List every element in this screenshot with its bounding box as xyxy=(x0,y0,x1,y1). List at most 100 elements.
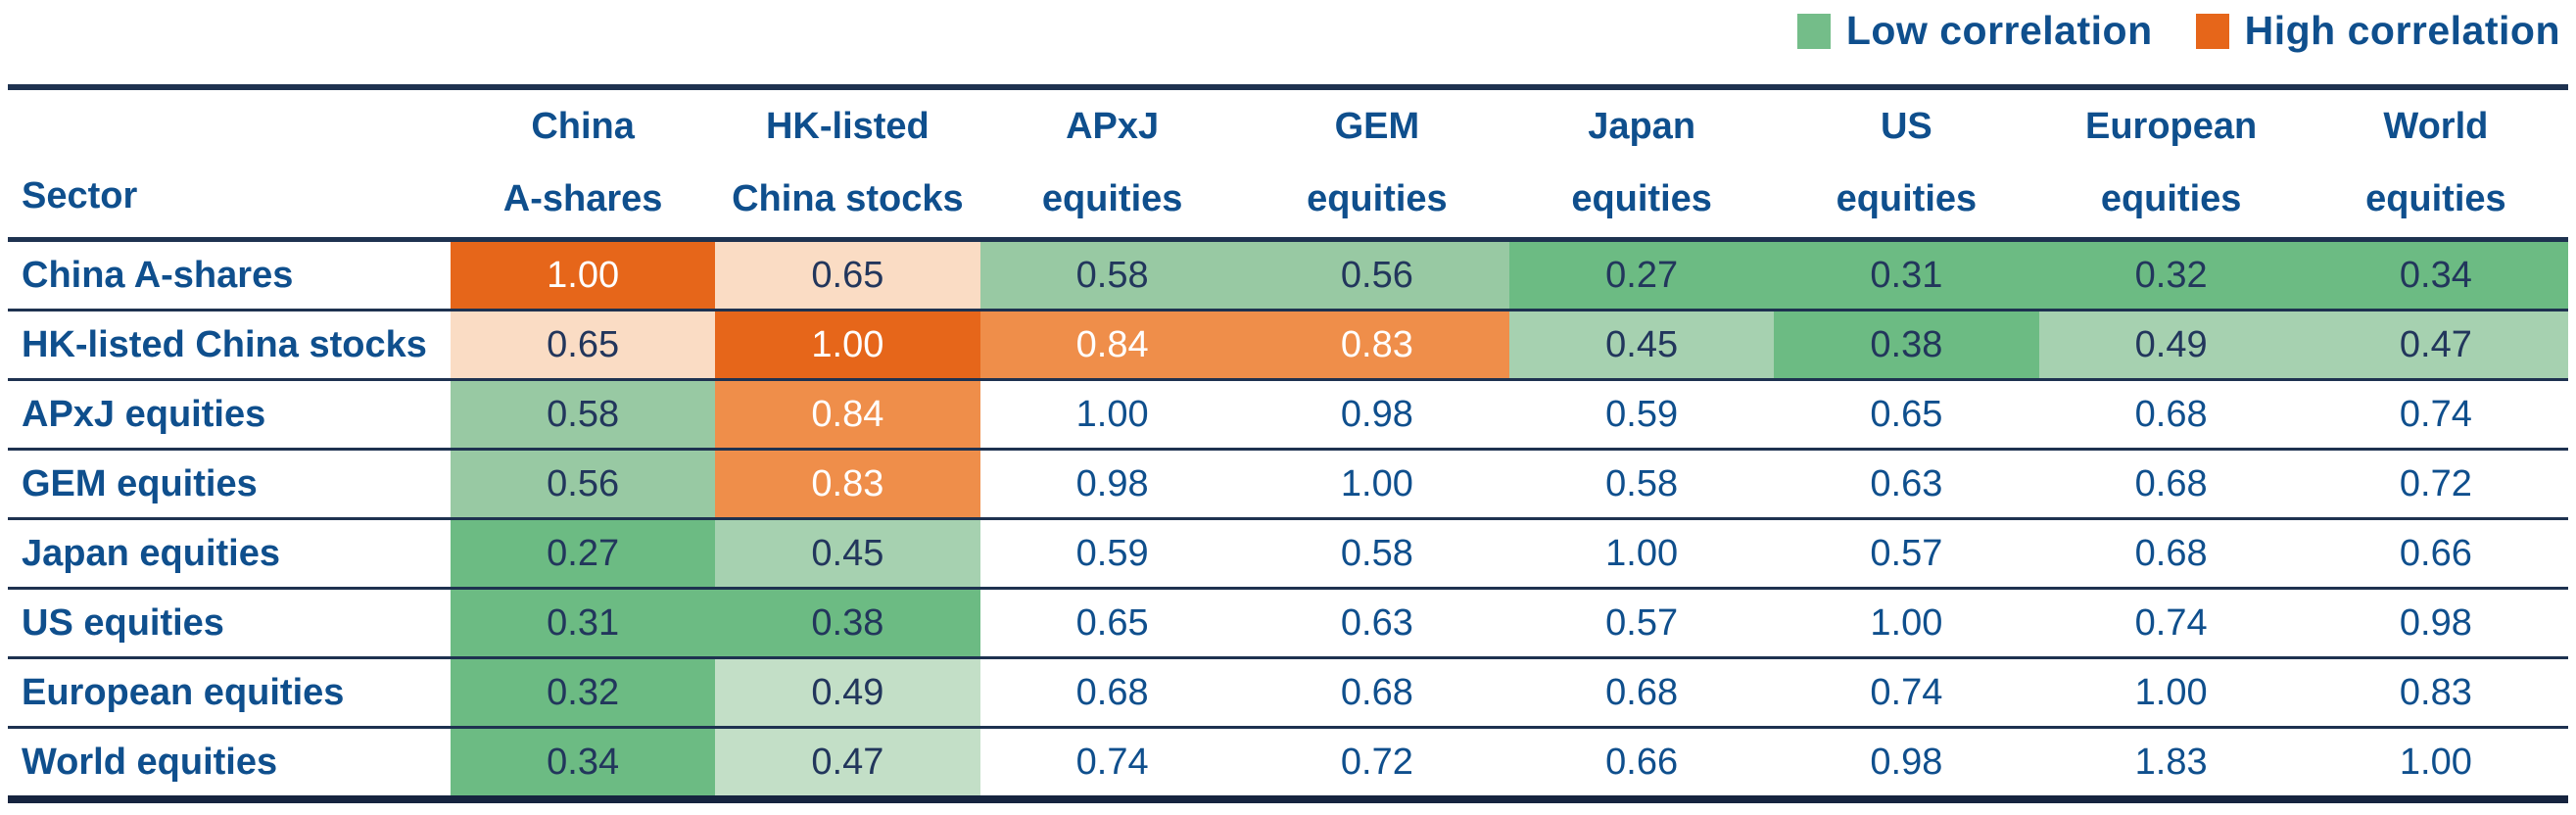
correlation-matrix-table: Sector China A-shares HK-listed China stocks… xyxy=(8,84,2568,803)
high-correlation-swatch-icon xyxy=(2195,13,2229,49)
matrix-cell: 1.00 xyxy=(2038,657,2304,729)
matrix-cell: 0.31 xyxy=(451,588,716,659)
matrix-cell: 1.00 xyxy=(2303,727,2568,803)
column-header-line1: APxJ xyxy=(1066,106,1160,147)
column-header-line2: China stocks xyxy=(732,178,964,219)
matrix-cell: 0.65 xyxy=(451,310,716,381)
legend: Low correlation High correlation xyxy=(1796,8,2560,54)
matrix-cell: 0.84 xyxy=(715,379,980,451)
matrix-cell: 0.34 xyxy=(2303,239,2568,312)
row-label: European equities xyxy=(8,657,451,729)
column-header-china-a-shares: China A-shares xyxy=(451,84,716,242)
matrix-cell: 0.27 xyxy=(1509,239,1775,312)
matrix-cell: 0.38 xyxy=(715,588,980,659)
table-row-european-equities: European equities 0.32 0.49 0.68 0.68 0.68 0.7… xyxy=(8,657,2568,729)
matrix-cell: 0.27 xyxy=(451,518,716,590)
matrix-cell: 0.57 xyxy=(1774,518,2039,590)
row-label: HK-listed China stocks xyxy=(8,310,451,381)
matrix-cell: 0.31 xyxy=(1774,239,2039,312)
matrix-cell: 0.98 xyxy=(1244,379,1509,451)
matrix-cell: 0.68 xyxy=(979,657,1245,729)
column-header-line1: US xyxy=(1880,106,1932,147)
table-row-japan-equities: Japan equities 0.27 0.45 0.59 0.58 1.00 0.57 0.… xyxy=(8,518,2568,590)
matrix-cell: 1.83 xyxy=(2038,727,2304,803)
header-row: Sector China A-shares HK-listed China stocks… xyxy=(8,84,2568,242)
matrix-cell: 0.59 xyxy=(1509,379,1775,451)
matrix-cell: 0.32 xyxy=(451,657,716,729)
column-header-line1: World xyxy=(2383,106,2489,147)
column-header-line1: GEM xyxy=(1334,106,1420,147)
matrix-cell: 0.45 xyxy=(715,518,980,590)
column-header-gem-equities: GEM equities xyxy=(1244,84,1509,242)
matrix-cell: 0.65 xyxy=(715,239,980,312)
column-header-line1: China xyxy=(531,106,635,147)
legend-high-label: High correlation xyxy=(2244,8,2560,53)
column-header-line2: equities xyxy=(1836,178,1978,219)
column-header-apxj-equities: APxJ equities xyxy=(979,84,1245,242)
matrix-cell: 0.83 xyxy=(715,449,980,520)
matrix-cell: 0.84 xyxy=(979,310,1245,381)
row-label: GEM equities xyxy=(8,449,451,520)
column-header-line2: equities xyxy=(1041,178,1183,219)
matrix-cell: 0.65 xyxy=(1774,379,2039,451)
matrix-cell: 1.00 xyxy=(979,379,1245,451)
matrix-cell: 0.68 xyxy=(1244,657,1509,729)
matrix-cell: 0.74 xyxy=(2303,379,2568,451)
table-row-hk-listed-china-stocks: HK-listed China stocks 0.65 1.00 0.84 0.83 0.… xyxy=(8,310,2568,381)
matrix-cell: 0.56 xyxy=(1244,239,1509,312)
matrix-cell: 0.58 xyxy=(979,239,1245,312)
column-header-line2: equities xyxy=(2365,178,2506,219)
column-header-us-equities: US equities xyxy=(1774,84,2039,242)
matrix-cell: 0.58 xyxy=(1509,449,1775,520)
column-header-line2: equities xyxy=(2100,178,2242,219)
column-header-line1: HK-listed xyxy=(765,106,930,147)
matrix-cell: 0.98 xyxy=(979,449,1245,520)
matrix-cell: 0.72 xyxy=(2303,449,2568,520)
matrix-cell: 0.56 xyxy=(451,449,716,520)
matrix-cell: 0.66 xyxy=(2303,518,2568,590)
table-row-apxj-equities: APxJ equities 0.58 0.84 1.00 0.98 0.59 0.65 0.6… xyxy=(8,379,2568,451)
matrix-cell: 0.98 xyxy=(1774,727,2039,803)
legend-item-high: High correlation xyxy=(2195,8,2560,54)
matrix-cell: 1.00 xyxy=(1244,449,1509,520)
matrix-cell: 0.63 xyxy=(1244,588,1509,659)
column-header-line2: equities xyxy=(1307,178,1448,219)
matrix-cell: 0.83 xyxy=(1244,310,1509,381)
matrix-cell: 0.68 xyxy=(2038,518,2304,590)
matrix-cell: 0.49 xyxy=(715,657,980,729)
matrix-cell: 0.66 xyxy=(1509,727,1775,803)
matrix-cell: 0.59 xyxy=(979,518,1245,590)
column-header-hk-listed-china-stocks: HK-listed China stocks xyxy=(715,84,980,242)
matrix-cell: 0.74 xyxy=(979,727,1245,803)
table-row-china-a-shares: China A-shares 1.00 0.65 0.58 0.56 0.27 0.31 0.… xyxy=(8,239,2568,312)
matrix-cell: 0.47 xyxy=(2303,310,2568,381)
matrix-cell: 0.45 xyxy=(1509,310,1775,381)
matrix-cell: 1.00 xyxy=(451,239,716,312)
matrix-cell: 0.47 xyxy=(715,727,980,803)
column-header-japan-equities: Japan equities xyxy=(1509,84,1775,242)
matrix-cell: 0.72 xyxy=(1244,727,1509,803)
matrix-cell: 1.00 xyxy=(1509,518,1775,590)
column-header-european-equities: European equities xyxy=(2038,84,2304,242)
matrix-cell: 0.58 xyxy=(1244,518,1509,590)
matrix-cell: 0.74 xyxy=(2038,588,2304,659)
matrix-cell: 1.00 xyxy=(1774,588,2039,659)
matrix-cell: 0.34 xyxy=(451,727,716,803)
matrix-cell: 0.83 xyxy=(2303,657,2568,729)
matrix-cell: 0.98 xyxy=(2303,588,2568,659)
row-label: China A-shares xyxy=(8,239,451,312)
row-label: US equities xyxy=(8,588,451,659)
column-header-line1: Japan xyxy=(1588,106,1696,147)
matrix-cell: 0.58 xyxy=(451,379,716,451)
sector-header: Sector xyxy=(8,84,451,242)
column-header-line1: European xyxy=(2085,106,2258,147)
matrix-cell: 0.38 xyxy=(1774,310,2039,381)
row-label: Japan equities xyxy=(8,518,451,590)
low-correlation-swatch-icon xyxy=(1796,13,1831,49)
table-header: Sector China A-shares HK-listed China stocks… xyxy=(8,84,2568,242)
matrix-cell: 0.68 xyxy=(2038,379,2304,451)
matrix-cell: 0.49 xyxy=(2038,310,2304,381)
table-body: China A-shares 1.00 0.65 0.58 0.56 0.27 0.31 0.… xyxy=(8,239,2568,803)
table-row-us-equities: US equities 0.31 0.38 0.65 0.63 0.57 1.00 0.74 0… xyxy=(8,588,2568,659)
matrix-cell: 0.32 xyxy=(2038,239,2304,312)
